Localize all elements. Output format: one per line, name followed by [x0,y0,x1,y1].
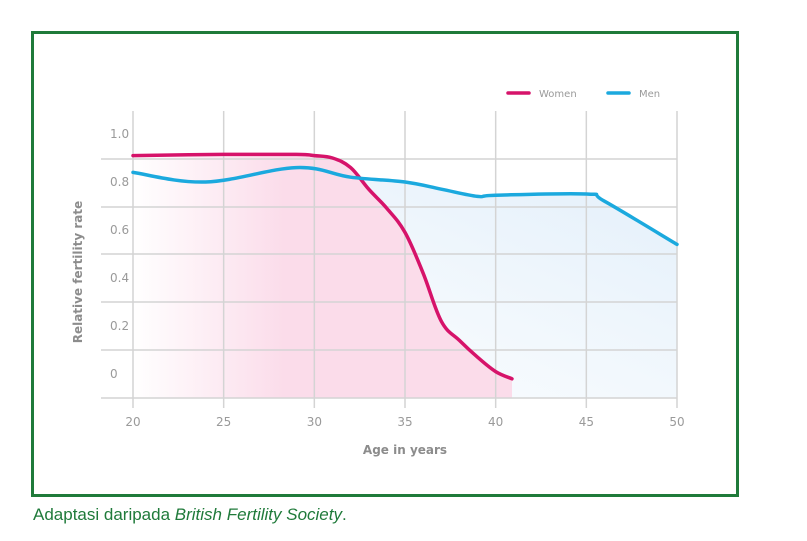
x-tick-label: 50 [669,415,684,429]
gridlines [101,111,678,408]
x-tick-label: 25 [216,415,231,429]
legend: Women Men [506,89,660,100]
caption-prefix: Adaptasi daripada [33,505,175,524]
y-tick-label: 0.6 [110,223,129,237]
legend-label-men: Men [639,89,660,100]
x-tick-label: 30 [307,415,322,429]
y-tick-label: 0.2 [110,319,129,333]
x-tick-label: 20 [125,415,140,429]
series-fill-women [133,154,512,398]
legend-label-women: Women [539,89,577,100]
x-tick-label: 35 [397,415,412,429]
x-tick-label: 45 [579,415,594,429]
y-tick-label: 0 [110,367,118,381]
y-tick-label: 1.0 [110,127,129,141]
series-line-women [131,152,514,381]
y-axis-title: Relative fertility rate [71,201,85,344]
axis-ticks: 20 25 30 35 40 45 50 1.0 0.8 0.6 0.4 0.2 0 [110,127,685,429]
series-line-men [131,165,679,247]
series-lines [131,152,679,381]
x-axis-title: Age in years [363,443,447,457]
y-tick-label: 0.4 [110,271,129,285]
caption-source: British Fertility Society [174,505,342,524]
x-tick-label: 40 [488,415,503,429]
y-tick-label: 0.8 [110,175,129,189]
source-caption: Adaptasi daripada British Fertility Soci… [33,505,347,525]
caption-suffix: . [341,505,347,524]
